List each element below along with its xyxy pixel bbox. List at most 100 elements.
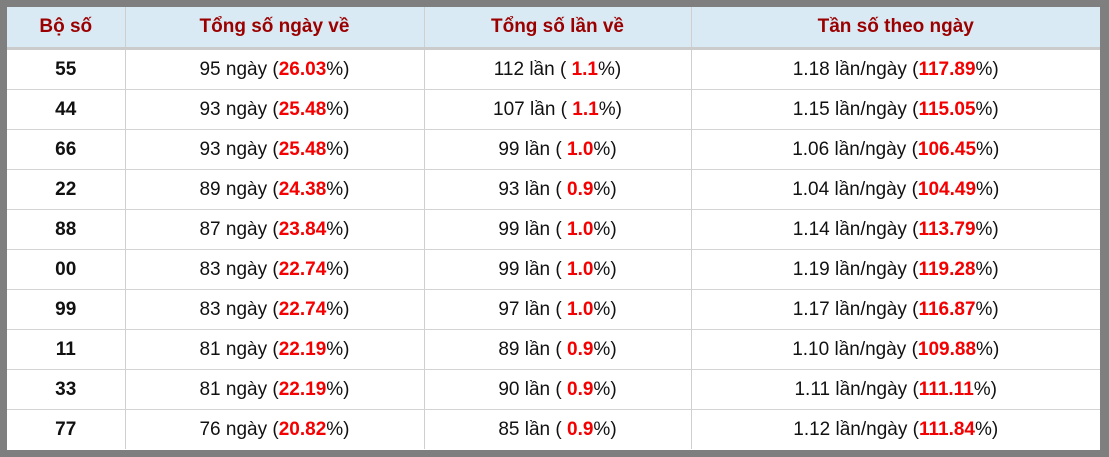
unit-day: ngày (225, 338, 268, 360)
tan-value: 1.11 (794, 378, 831, 400)
bo-so-cell: 77 (7, 409, 126, 449)
unit-times: lần (524, 338, 551, 360)
unit-per-day: lần/ngày (835, 98, 907, 120)
tong-ngay-cell: 93 ngày (25.48%) (125, 89, 425, 130)
unit-day: ngày (225, 298, 268, 320)
unit-times: lần (524, 418, 551, 440)
tan-so-cell: 1.06 lần/ngày (106.45%) (691, 129, 1100, 170)
unit-day: ngày (225, 138, 268, 160)
unit-times: lần (530, 98, 556, 120)
tan-percent: 111.11 (918, 378, 974, 400)
unit-day: ngày (225, 218, 268, 240)
tan-so-cell: 1.18 lần/ngày (117.89%) (691, 48, 1100, 90)
unit-times: lần (524, 378, 551, 400)
lan-count: 89 (498, 338, 520, 360)
lan-count: 85 (498, 418, 520, 440)
lan-count: 99 (498, 218, 520, 240)
tan-so-cell: 1.14 lần/ngày (113.79%) (691, 209, 1100, 250)
tan-percent: 109.88 (917, 338, 977, 360)
unit-per-day: lần/ngày (835, 58, 907, 80)
tan-so-cell: 1.11 lần/ngày (111.11%) (691, 369, 1100, 410)
tong-lan-cell: 93 lần ( 0.9%) (424, 169, 692, 210)
ngay-count: 89 (199, 178, 221, 200)
lan-percent: 1.1 (571, 58, 598, 80)
tong-ngay-cell: 95 ngày (26.03%) (125, 48, 425, 90)
lan-percent: 1.0 (567, 258, 594, 280)
lan-percent: 0.9 (567, 338, 594, 360)
ngay-count: 93 (199, 138, 221, 160)
tong-ngay-cell: 76 ngày (20.82%) (125, 409, 425, 449)
table-row: 22 89 ngày (24.38%) 93 lần ( 0.9%) 1.04 lần… (7, 169, 1100, 210)
unit-day: ngày (225, 418, 268, 440)
ngay-count: 81 (199, 378, 221, 400)
unit-per-day: lần/ngày (835, 418, 908, 440)
bo-so-cell: 99 (7, 289, 126, 330)
lan-count: 99 (498, 138, 520, 160)
unit-per-day: lần/ngày (835, 218, 907, 240)
header-tong-so-ngay: Tổng số ngày về (125, 7, 425, 50)
tan-so-cell: 1.19 lần/ngày (119.28%) (691, 249, 1100, 290)
tan-percent: 106.45 (917, 138, 977, 160)
ngay-count: 76 (199, 418, 221, 440)
bo-so-cell: 33 (7, 369, 126, 410)
unit-per-day: lần/ngày (835, 298, 907, 320)
ngay-count: 83 (199, 298, 221, 320)
unit-per-day: lần/ngày (834, 138, 907, 160)
tong-lan-cell: 107 lần ( 1.1%) (424, 89, 692, 130)
lan-count: 107 (493, 98, 525, 120)
tan-percent: 117.89 (918, 58, 976, 80)
tan-percent: 111.84 (918, 418, 975, 440)
ngay-percent: 22.19 (278, 378, 327, 400)
unit-per-day: lần/ngày (835, 378, 908, 400)
stats-table: Bộ số Tổng số ngày về Tổng số lần về Tần… (7, 7, 1100, 449)
unit-day: ngày (225, 378, 268, 400)
header-tong-so-lan: Tổng số lần về (424, 7, 692, 50)
header-row: Bộ số Tổng số ngày về Tổng số lần về Tần… (7, 7, 1100, 50)
bo-so-cell: 22 (7, 169, 126, 210)
tong-lan-cell: 99 lần ( 1.0%) (424, 209, 692, 250)
lan-percent: 0.9 (567, 378, 594, 400)
header-bo-so: Bộ số (7, 7, 126, 50)
tong-lan-cell: 90 lần ( 0.9%) (424, 369, 692, 410)
ngay-percent: 22.74 (278, 258, 327, 280)
tong-lan-cell: 99 lần ( 1.0%) (424, 129, 692, 170)
lan-count: 112 (493, 58, 525, 80)
lan-count: 99 (498, 258, 520, 280)
tan-so-cell: 1.12 lần/ngày (111.84%) (793, 418, 999, 440)
lan-percent: 0.9 (567, 178, 594, 200)
lan-count: 90 (498, 378, 520, 400)
tan-percent: 116.87 (918, 298, 976, 320)
bo-so-cell: 44 (7, 89, 126, 130)
unit-day: ngày (225, 258, 268, 280)
unit-day: ngày (225, 178, 268, 200)
ngay-percent: 26.03 (278, 58, 327, 80)
lan-count: 93 (498, 178, 520, 200)
lan-percent: 0.9 (567, 418, 594, 440)
unit-times: lần (524, 258, 551, 280)
table-row: 55 95 ngày (26.03%) 112 lần ( 1.1%) 1.18 lầ… (7, 48, 1100, 90)
ngay-percent: 22.19 (278, 338, 327, 360)
ngay-count: 93 (199, 98, 221, 120)
tan-so-cell: 1.10 lần/ngày (109.88%) (691, 329, 1100, 370)
tan-value: 1.18 (792, 58, 830, 80)
tong-ngay-cell: 87 ngày (23.84%) (125, 209, 425, 250)
table-row: 77 76 ngày (20.82%) 85 lần ( 0.9%) 1.12 lần… (7, 409, 1100, 449)
ngay-count: 95 (199, 58, 221, 80)
tan-value: 1.15 (792, 98, 830, 120)
tan-percent: 115.05 (918, 98, 976, 120)
bo-so-cell: 00 (7, 249, 126, 290)
table-row: 00 83 ngày (22.74%) 99 lần ( 1.0%) 1.19 lần… (7, 249, 1100, 290)
ngay-count: 81 (199, 338, 221, 360)
lan-percent: 1.0 (567, 298, 594, 320)
tong-ngay-cell: 83 ngày (22.74%) (125, 249, 425, 290)
ngay-count: 83 (199, 258, 221, 280)
tong-lan-cell: 89 lần ( 0.9%) (424, 329, 692, 370)
ngay-percent: 20.82 (278, 418, 327, 440)
tan-value: 1.10 (792, 338, 830, 360)
ngay-percent: 24.38 (278, 178, 327, 200)
tan-percent: 113.79 (918, 218, 976, 240)
unit-day: ngày (225, 58, 268, 80)
tong-ngay-cell: 93 ngày (25.48%) (125, 129, 425, 170)
tong-ngay-cell: 81 ngày (22.19%) (125, 369, 425, 410)
ngay-count: 87 (199, 218, 221, 240)
